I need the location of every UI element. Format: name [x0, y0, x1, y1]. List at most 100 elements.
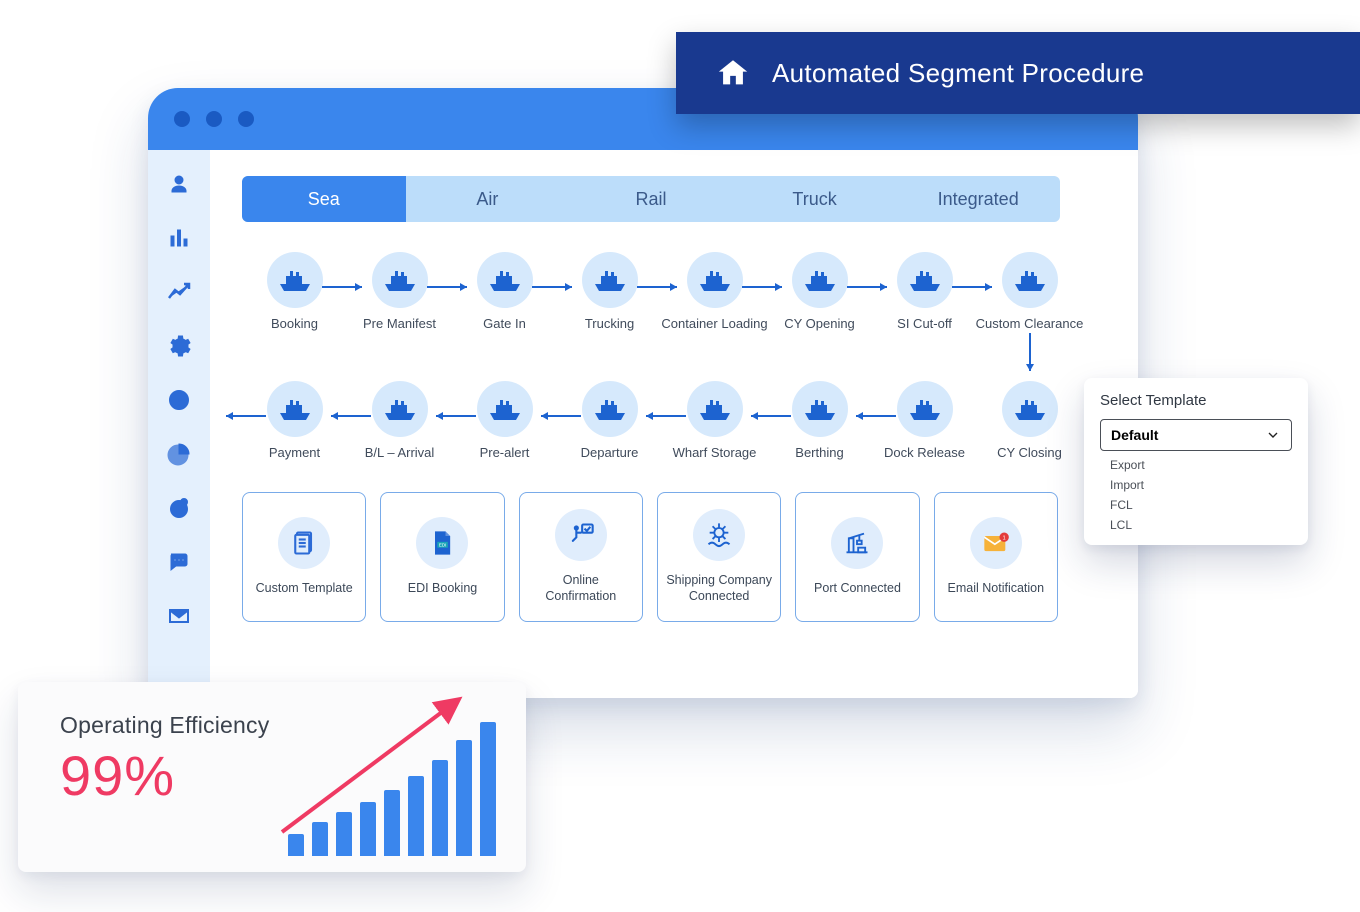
ship-icon [792, 252, 848, 308]
flow-step[interactable]: CY Opening [767, 252, 872, 331]
flow-step[interactable]: Gate In [452, 252, 557, 331]
flow-step-label: Pre-alert [480, 445, 530, 460]
globe-pin-icon[interactable] [167, 496, 191, 520]
flow-step-label: CY Opening [784, 316, 855, 331]
flow-step[interactable]: Custom Clearance [977, 252, 1082, 331]
ship-icon [897, 252, 953, 308]
arrow-right-icon [220, 407, 266, 415]
tab-sea[interactable]: Sea [242, 176, 406, 222]
flow-step[interactable]: Berthing [767, 381, 872, 460]
tab-integrated[interactable]: Integrated [896, 176, 1060, 222]
tab-truck[interactable]: Truck [733, 176, 897, 222]
ship-icon [687, 252, 743, 308]
port-crane-icon [831, 517, 883, 569]
feature-card[interactable]: Port Connected [795, 492, 919, 622]
feature-card[interactable]: Custom Template [242, 492, 366, 622]
chart-bar [336, 812, 352, 856]
window-dot[interactable] [206, 111, 222, 127]
feature-card-label: Port Connected [814, 581, 901, 597]
ship-icon [1002, 252, 1058, 308]
feature-card-label: Online Confirmation [526, 573, 636, 604]
svg-text:EDI: EDI [439, 543, 446, 548]
edi-icon: EDI [416, 517, 468, 569]
chart-bar [456, 740, 472, 856]
flow-step-label: Payment [269, 445, 320, 460]
ship-icon [372, 381, 428, 437]
arrow-right-icon [430, 407, 476, 415]
feature-cards: Custom Template EDI EDI Booking Online C… [242, 492, 1058, 622]
tab-rail[interactable]: Rail [569, 176, 733, 222]
flow-step[interactable]: Booking [242, 252, 347, 331]
feature-card[interactable]: Shipping Company Connected [657, 492, 781, 622]
chart-bar [360, 802, 376, 856]
mail-icon[interactable] [167, 604, 191, 628]
window-dot[interactable] [238, 111, 254, 127]
main-panel: Sea Air Rail Truck Integrated Booking Pr… [210, 150, 1138, 698]
flow-step-label: Departure [581, 445, 639, 460]
feature-card-label: Custom Template [256, 581, 353, 597]
flow-step-label: Custom Clearance [976, 316, 1084, 331]
flow-step[interactable]: CY Closing [977, 381, 1082, 460]
sidebar [148, 150, 210, 698]
window-dot[interactable] [174, 111, 190, 127]
template-select[interactable]: Default [1100, 419, 1292, 451]
arrow-right-icon [745, 407, 791, 415]
bars-icon[interactable] [167, 226, 191, 250]
piechart-icon[interactable] [167, 442, 191, 466]
feature-card[interactable]: 1 Email Notification [934, 492, 1058, 622]
flow-step-label: Dock Release [884, 445, 965, 460]
arrow-right-icon [850, 407, 896, 415]
ship-icon [372, 252, 428, 308]
ship-icon [792, 381, 848, 437]
flow-step-label: Trucking [585, 316, 634, 331]
flow-step[interactable]: Pre-alert [452, 381, 557, 460]
ship-icon [477, 381, 533, 437]
template-option[interactable]: Export [1104, 455, 1288, 475]
feature-card[interactable]: Online Confirmation [519, 492, 643, 622]
ship-wheel-icon [693, 509, 745, 561]
chat-icon[interactable] [167, 550, 191, 574]
flow-step[interactable]: B/L – Arrival [347, 381, 452, 460]
flow-step[interactable]: Pre Manifest [347, 252, 452, 331]
chart-bar [384, 790, 400, 856]
flow-step[interactable]: SI Cut-off [872, 252, 977, 331]
template-popover: Select Template Default Export Import FC… [1084, 378, 1308, 545]
feature-card[interactable]: EDI EDI Booking [380, 492, 504, 622]
flow-step[interactable]: Dock Release [872, 381, 977, 460]
efficiency-widget: Operating Efficiency 99% [18, 682, 526, 872]
arrow-right-icon [325, 407, 371, 415]
chevron-down-icon [1265, 427, 1281, 443]
flow-step[interactable]: Container Loading [662, 252, 767, 331]
template-icon [278, 517, 330, 569]
flow-step[interactable]: Trucking [557, 252, 662, 331]
flow-step[interactable]: Wharf Storage [662, 381, 767, 460]
template-options: Export Import FCL LCL [1100, 451, 1292, 535]
help-icon[interactable] [167, 388, 191, 412]
gear-icon[interactable] [167, 334, 191, 358]
template-option[interactable]: LCL [1104, 515, 1288, 535]
trend-icon[interactable] [167, 280, 191, 304]
tab-air[interactable]: Air [406, 176, 570, 222]
efficiency-chart [288, 712, 498, 862]
template-option[interactable]: FCL [1104, 495, 1288, 515]
flow-step-label: Wharf Storage [673, 445, 757, 460]
flow-step[interactable]: Departure [557, 381, 662, 460]
template-option[interactable]: Import [1104, 475, 1288, 495]
efficiency-value: 99% [60, 743, 269, 808]
arrow-down-icon [1026, 333, 1034, 377]
ship-icon [582, 381, 638, 437]
flow-step-label: SI Cut-off [897, 316, 952, 331]
ship-icon [267, 381, 323, 437]
feature-card-label: Email Notification [948, 581, 1045, 597]
flow-step-label: Pre Manifest [363, 316, 436, 331]
confirm-icon [555, 509, 607, 561]
trend-arrow-icon [276, 692, 486, 842]
flow-step-label: B/L – Arrival [365, 445, 435, 460]
user-icon[interactable] [167, 172, 191, 196]
flow-step[interactable]: Payment [242, 381, 347, 460]
ship-icon [267, 252, 323, 308]
chart-bar [432, 760, 448, 856]
efficiency-title: Operating Efficiency [60, 712, 269, 739]
template-selected: Default [1111, 427, 1158, 443]
arrow-right-icon [535, 407, 581, 415]
